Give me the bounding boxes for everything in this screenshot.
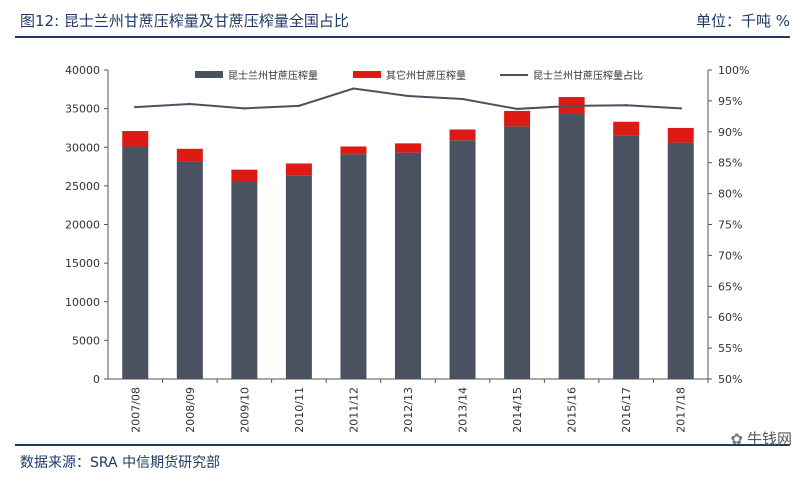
bar-other xyxy=(613,121,640,136)
bar-other xyxy=(340,146,367,155)
share-point xyxy=(406,94,410,98)
share-point xyxy=(297,104,301,108)
share-line xyxy=(135,87,681,110)
bar-qld xyxy=(449,140,476,379)
chart-title: 图12: 昆士兰州甘蔗压榨量及甘蔗压榨量全国占比 xyxy=(20,12,349,30)
bar-other xyxy=(395,143,421,153)
wechat-icon: ✿ xyxy=(730,430,743,448)
bar-qld xyxy=(558,114,585,379)
header-divider xyxy=(15,36,790,38)
y-tick-label: 20000 xyxy=(65,219,100,232)
y2-tick-label: 100% xyxy=(718,64,749,77)
source-note: 数据来源：SRA 中信期货研究部 xyxy=(20,455,221,471)
legend-share-label: 昆士兰州甘蔗压榨量占比 xyxy=(533,69,643,82)
bar-qld xyxy=(613,135,640,379)
bar-qld xyxy=(231,182,258,379)
x-tick-label: 2011/12 xyxy=(347,387,360,433)
legend-qld-swatch xyxy=(195,71,223,78)
bar-qld xyxy=(285,175,312,379)
y-tick-label: 0 xyxy=(93,373,100,386)
footer-divider xyxy=(15,444,790,446)
bar-other xyxy=(285,163,312,176)
bar-qld xyxy=(504,126,531,379)
bar-qld xyxy=(395,152,421,379)
share-point xyxy=(515,107,519,111)
watermark: ✿ 牛钱网 xyxy=(730,428,792,449)
share-point xyxy=(461,97,464,101)
share-point xyxy=(624,104,628,107)
x-tick-label: 2007/08 xyxy=(129,387,142,433)
y-tick-label: 30000 xyxy=(65,141,100,154)
bar-qld xyxy=(122,146,149,379)
x-tick-label: 2010/11 xyxy=(293,387,306,433)
y2-tick-label: 80% xyxy=(718,188,742,201)
y2-tick-label: 95% xyxy=(718,95,742,108)
x-tick-label: 2014/15 xyxy=(511,387,524,433)
bar-other xyxy=(667,127,694,143)
bar-qld xyxy=(176,161,203,379)
share-point xyxy=(188,102,192,106)
y-tick-label: 15000 xyxy=(65,257,100,270)
y2-tick-label: 60% xyxy=(718,311,742,324)
unit-label: 单位：千吨 % xyxy=(695,12,790,30)
share-point xyxy=(679,107,682,110)
share-point xyxy=(134,105,137,109)
y2-tick-label: 50% xyxy=(718,373,742,386)
watermark-text: 牛钱网 xyxy=(746,430,792,448)
legend-qld-label: 昆士兰州甘蔗压榨量 xyxy=(228,69,318,82)
y2-tick-label: 85% xyxy=(718,157,742,170)
y-tick-label: 10000 xyxy=(65,296,100,309)
x-tick-label: 2015/16 xyxy=(566,387,579,433)
y2-tick-label: 90% xyxy=(718,126,742,139)
bar-qld xyxy=(340,154,367,379)
x-tick-label: 2012/13 xyxy=(402,387,415,433)
share-point xyxy=(570,104,573,108)
y-tick-label: 40000 xyxy=(65,64,100,77)
y2-tick-label: 70% xyxy=(718,249,742,262)
y-tick-label: 35000 xyxy=(65,103,100,116)
bar-other xyxy=(176,148,203,162)
x-tick-label: 2017/18 xyxy=(675,387,688,433)
x-tick-label: 2013/14 xyxy=(457,387,470,433)
y-tick-label: 25000 xyxy=(65,180,100,193)
y-tick-label: 5000 xyxy=(72,334,100,347)
bar-other xyxy=(449,129,476,141)
share-point xyxy=(352,87,355,90)
bar-qld xyxy=(667,142,694,379)
x-tick-label: 2016/17 xyxy=(620,387,633,433)
bar-other xyxy=(122,131,149,147)
y2-tick-label: 55% xyxy=(718,342,742,355)
x-tick-label: 2008/09 xyxy=(184,387,197,433)
bar-other xyxy=(504,110,531,127)
y2-tick-label: 65% xyxy=(718,280,742,293)
share-point xyxy=(243,107,246,110)
chart-header: 图12: 昆士兰州甘蔗压榨量及甘蔗压榨量全国占比 单位：千吨 % xyxy=(20,8,790,34)
plot-area: 0 5000 10000 15000 20000 25000 30000 35000 40000… xyxy=(65,64,749,433)
legend-other-swatch xyxy=(353,71,381,78)
y2-tick-label: 75% xyxy=(718,219,742,232)
bar-other xyxy=(231,169,258,183)
x-tick-label: 2009/10 xyxy=(238,387,251,433)
legend-other-label: 其它州甘蔗压榨量 xyxy=(386,69,466,82)
